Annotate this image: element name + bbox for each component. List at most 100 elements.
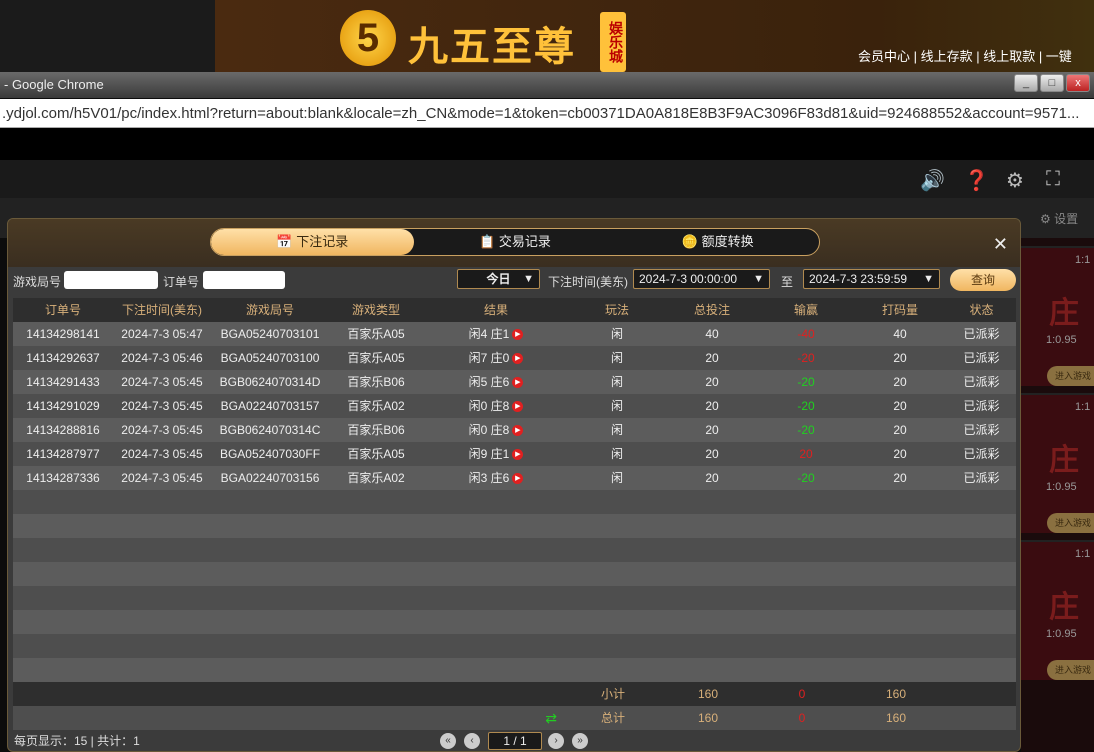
first-page-button[interactable]: «: [440, 733, 456, 749]
table-row: 14134288816 2024-7-3 05:45 BGB0624070314C 百…: [13, 418, 1016, 442]
address-bar[interactable]: .ydjol.com/h5V01/pc/index.html?return=ab…: [0, 99, 1094, 128]
cell-text: -20: [797, 423, 815, 437]
enter-game-button[interactable]: 进入游戏: [1047, 660, 1094, 680]
cell-bet-time: 2024-7-3 05:45: [113, 466, 211, 490]
cell-text: 14134298141: [26, 327, 100, 341]
table-card[interactable]: 1:1 庄 1:0.95 进入游戏: [1021, 393, 1094, 533]
cell-text: 闲: [610, 375, 623, 389]
cell-text: 百家乐A05: [347, 327, 405, 341]
cell-text: 20: [705, 351, 719, 365]
close-icon[interactable]: ✕: [992, 234, 1008, 254]
play-replay-icon[interactable]: ▶: [512, 425, 524, 437]
cell-text: 闲4 庄1: [468, 327, 510, 341]
empty-row: [13, 562, 1016, 586]
cell-status: 已派彩: [947, 370, 1016, 394]
cell-result: 闲3 庄6 ▶: [423, 466, 569, 490]
cell-result: 闲5 庄6 ▶: [423, 370, 569, 394]
filter-bar: 游戏局号 订单号 今日 ▼ 下注时间(美东) 2024-7-3 00:00:00 ▼…: [8, 267, 1020, 297]
cell-bet-type: 闲: [569, 442, 665, 466]
logo-text: 九五至尊: [408, 23, 576, 70]
cell-text: 20: [705, 471, 719, 485]
cell-text: 闲9 庄1: [468, 447, 510, 461]
maximize-button[interactable]: □: [1040, 74, 1064, 92]
cell-text: 20: [893, 375, 907, 389]
cell-bet-type: 闲: [569, 466, 665, 490]
play-replay-icon[interactable]: ▶: [512, 353, 524, 365]
gear-icon[interactable]: ⚙: [1006, 170, 1024, 192]
minimize-button[interactable]: _: [1014, 74, 1038, 92]
play-replay-icon[interactable]: ▶: [512, 449, 524, 461]
subtotal-row: 小计 160 0 160: [13, 682, 1016, 706]
settings-button[interactable]: ⚙ 设置: [1040, 210, 1078, 227]
cell-text: 2024-7-3 05:45: [121, 471, 203, 485]
cell-bet-time: 2024-7-3 05:45: [113, 370, 211, 394]
cell-text: 2024-7-3 05:45: [121, 423, 203, 437]
cell-text: 已派彩: [963, 399, 1000, 413]
column-header-result: 结果: [483, 303, 508, 317]
end-time-select[interactable]: 2024-7-3 23:59:59 ▼: [803, 269, 940, 289]
top-links[interactable]: 会员中心 | 线上存款 | 线上取款 | 一键: [858, 49, 1072, 64]
cell-round-id: BGB0624070314C: [211, 418, 329, 442]
chevron-down-icon: ▼: [753, 273, 764, 285]
subtotal-valid: 160: [885, 687, 907, 701]
tab-transaction-records[interactable]: 📋 交易记录: [414, 229, 617, 255]
close-window-button[interactable]: x: [1066, 74, 1090, 92]
total-row: ⇄ 总计 160 0 160: [13, 706, 1016, 730]
cell-text: BGA02240703156: [220, 471, 320, 485]
logo-badge: 娱乐城: [600, 12, 626, 72]
play-replay-icon[interactable]: ▶: [512, 377, 524, 389]
cell-bet-type: 闲: [569, 346, 665, 370]
prev-page-button[interactable]: ‹: [464, 733, 480, 749]
cell-text: 百家乐A02: [347, 399, 405, 413]
subtotal-win: 0: [798, 687, 806, 701]
query-button[interactable]: 查询: [950, 269, 1016, 291]
round-input[interactable]: [64, 271, 158, 289]
play-replay-icon[interactable]: ▶: [512, 473, 524, 485]
odds: 1:0.95: [1046, 334, 1077, 346]
range-select[interactable]: 今日 ▼: [457, 269, 540, 289]
play-replay-icon[interactable]: ▶: [512, 329, 524, 341]
cell-round-id: BGA05240703100: [211, 346, 329, 370]
cell-round-id: BGA02240703156: [211, 466, 329, 490]
cell-text: BGA052407030FF: [219, 447, 321, 461]
total-bet: 160: [697, 711, 719, 725]
table-card[interactable]: 1:1 庄 1:0.95 进入游戏: [1021, 540, 1094, 680]
enter-game-button[interactable]: 进入游戏: [1047, 513, 1094, 533]
cell-text: 20: [893, 423, 907, 437]
coins-icon: 🪙: [681, 234, 698, 249]
next-page-button[interactable]: ›: [548, 733, 564, 749]
cell-bet-time: 2024-7-3 05:45: [113, 442, 211, 466]
cell-order-id: 14134288816: [13, 418, 113, 442]
banker-label: 庄: [1049, 590, 1079, 625]
cell-total-bet: 20: [665, 394, 759, 418]
fullscreen-icon[interactable]: ⛶: [1046, 168, 1060, 190]
round-label: 游戏局号: [13, 275, 62, 289]
enter-game-button[interactable]: 进入游戏: [1047, 366, 1094, 386]
cell-text: 14134287336: [26, 471, 100, 485]
cell-text: 闲0 庄8: [468, 423, 510, 437]
cell-text: 已派彩: [963, 423, 1000, 437]
volume-icon[interactable]: 🔊: [920, 170, 945, 192]
tab-bet-records[interactable]: 📅 下注记录: [211, 229, 414, 255]
help-icon[interactable]: ❓: [964, 170, 989, 192]
cell-result: 闲0 庄8 ▶: [423, 394, 569, 418]
column-header-valid-bet: 打码量: [881, 303, 918, 317]
cell-text: 已派彩: [963, 327, 1000, 341]
page-input[interactable]: 1 / 1: [488, 732, 542, 750]
cell-text: 闲3 庄6: [468, 471, 510, 485]
start-time-select[interactable]: 2024-7-3 00:00:00 ▼: [633, 269, 770, 289]
table-row: 14134287336 2024-7-3 05:45 BGA02240703156 百…: [13, 466, 1016, 490]
cell-text: 百家乐A02: [347, 471, 405, 485]
refresh-icon[interactable]: ⇄: [545, 710, 557, 726]
cell-text: 闲7 庄0: [468, 351, 510, 365]
empty-row: [13, 634, 1016, 658]
last-page-button[interactable]: »: [572, 733, 588, 749]
browser-titlebar: - Google Chrome _ □ x: [0, 72, 1094, 98]
table-card[interactable]: 1:1 庄 1:0.95 进入游戏: [1021, 246, 1094, 386]
order-input[interactable]: [203, 271, 285, 289]
tab-credit-transfer[interactable]: 🪙 额度转换: [616, 229, 819, 255]
cell-text: -20: [797, 399, 815, 413]
cell-win-loss: -20: [759, 394, 853, 418]
empty-row: [13, 538, 1016, 562]
play-replay-icon[interactable]: ▶: [512, 401, 524, 413]
